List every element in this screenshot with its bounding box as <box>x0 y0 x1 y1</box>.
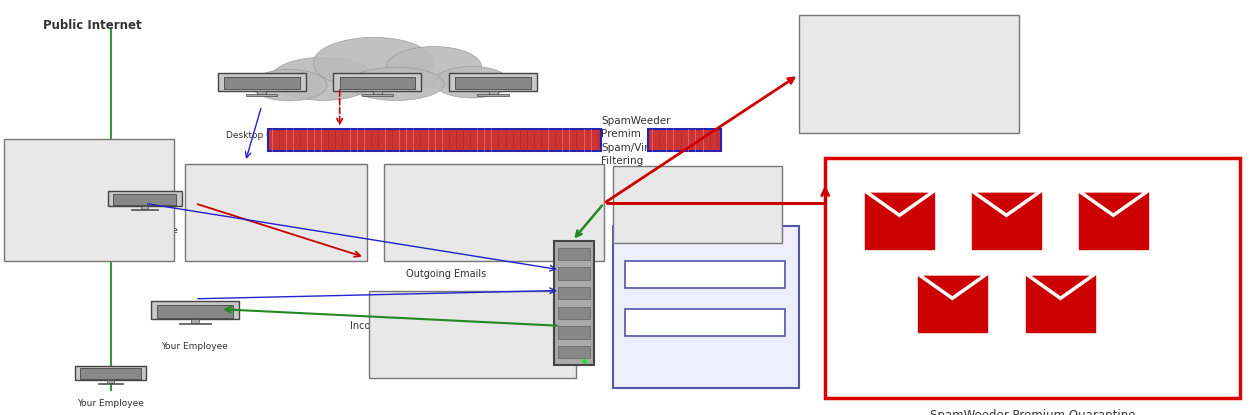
Ellipse shape <box>270 57 376 100</box>
Text: 2.  Suspicious emails are
quarantined.  Email users or
administrators can review: 2. Suspicious emails are quarantined. Em… <box>838 43 980 104</box>
Text: Your Employee: Your Employee <box>77 399 145 408</box>
Text: 5.  Retrieve via
POP or IMAP: 5. Retrieve via POP or IMAP <box>425 319 520 349</box>
FancyBboxPatch shape <box>81 369 141 378</box>
Text: Employees may access
mailboxes via public
web portal interface to
view, send, an: Employees may access mailboxes via publi… <box>30 170 147 231</box>
Text: 3. Clean emails
are sent to the
Izzymail server.: 3. Clean emails are sent to the Izzymail… <box>654 187 741 222</box>
FancyBboxPatch shape <box>455 77 531 89</box>
Text: Incoming Emails: Incoming Emails <box>350 321 430 331</box>
FancyBboxPatch shape <box>333 73 421 91</box>
FancyBboxPatch shape <box>179 322 210 324</box>
Text: Desktop Clients: Desktop Clients <box>226 131 297 140</box>
FancyBboxPatch shape <box>4 139 174 261</box>
FancyBboxPatch shape <box>1079 191 1149 249</box>
FancyBboxPatch shape <box>557 287 590 299</box>
FancyBboxPatch shape <box>362 94 392 96</box>
Text: Desktop Clients _: Desktop Clients _ <box>454 131 532 140</box>
Ellipse shape <box>434 66 509 98</box>
FancyBboxPatch shape <box>866 191 933 249</box>
FancyBboxPatch shape <box>488 91 498 95</box>
FancyBboxPatch shape <box>648 129 721 151</box>
Text: 1.  Incoming messages
are checked for spam
and viruses by
SpamWeeder Premium: 1. Incoming messages are checked for spa… <box>429 188 559 237</box>
FancyBboxPatch shape <box>113 194 176 205</box>
FancyBboxPatch shape <box>1027 274 1096 332</box>
FancyBboxPatch shape <box>825 158 1240 398</box>
FancyBboxPatch shape <box>191 319 199 323</box>
Polygon shape <box>866 191 933 215</box>
Ellipse shape <box>252 69 327 101</box>
FancyBboxPatch shape <box>185 164 367 261</box>
FancyBboxPatch shape <box>369 290 576 378</box>
FancyBboxPatch shape <box>972 191 1042 249</box>
FancyBboxPatch shape <box>557 248 590 260</box>
Text: SpamWeeder Premium Quarantine: SpamWeeder Premium Quarantine <box>930 409 1136 415</box>
FancyBboxPatch shape <box>245 94 277 96</box>
Text: Outgoing Emails: Outgoing Emails <box>406 269 487 279</box>
Polygon shape <box>1079 191 1147 215</box>
Text: SMTP: SMTP <box>689 317 721 328</box>
Text: Your Employee: Your Employee <box>111 226 179 235</box>
FancyBboxPatch shape <box>613 226 799 388</box>
FancyBboxPatch shape <box>557 307 590 319</box>
FancyBboxPatch shape <box>918 274 988 332</box>
FancyBboxPatch shape <box>625 309 785 336</box>
FancyBboxPatch shape <box>625 261 785 288</box>
FancyBboxPatch shape <box>268 129 601 151</box>
FancyBboxPatch shape <box>554 241 594 365</box>
Ellipse shape <box>386 46 482 88</box>
FancyBboxPatch shape <box>218 73 306 91</box>
FancyBboxPatch shape <box>557 267 590 280</box>
FancyBboxPatch shape <box>132 209 159 210</box>
FancyBboxPatch shape <box>557 326 590 339</box>
FancyBboxPatch shape <box>557 346 590 358</box>
Ellipse shape <box>313 37 434 89</box>
FancyBboxPatch shape <box>224 77 299 89</box>
Text: SpamWeeder
Premim
Spam/Virus
Filtering: SpamWeeder Premim Spam/Virus Filtering <box>601 116 671 166</box>
Text: IzzyMail Web Access: IzzyMail Web Access <box>653 237 759 247</box>
FancyBboxPatch shape <box>157 305 233 317</box>
Polygon shape <box>1027 274 1094 298</box>
FancyBboxPatch shape <box>799 15 1019 133</box>
FancyBboxPatch shape <box>449 73 537 91</box>
Polygon shape <box>918 274 986 298</box>
Text: IMAP: IMAP <box>692 270 718 280</box>
FancyBboxPatch shape <box>340 77 415 89</box>
FancyBboxPatch shape <box>613 166 782 243</box>
FancyBboxPatch shape <box>141 206 148 209</box>
FancyBboxPatch shape <box>384 164 604 261</box>
FancyBboxPatch shape <box>151 301 239 319</box>
Text: Desktop Clients: Desktop Clients <box>342 131 413 140</box>
FancyBboxPatch shape <box>372 91 382 95</box>
FancyBboxPatch shape <box>107 380 114 383</box>
FancyBboxPatch shape <box>478 94 509 96</box>
Text: 6. Optional outbound
filtering is available
as an add-on: 6. Optional outbound filtering is availa… <box>218 195 335 230</box>
FancyBboxPatch shape <box>75 366 146 380</box>
FancyBboxPatch shape <box>257 91 267 95</box>
Text: Your Employee: Your Employee <box>161 342 229 352</box>
FancyBboxPatch shape <box>108 191 181 206</box>
Ellipse shape <box>348 67 444 100</box>
Polygon shape <box>972 191 1042 215</box>
Text: Public Internet: Public Internet <box>43 19 141 32</box>
FancyBboxPatch shape <box>98 383 123 384</box>
